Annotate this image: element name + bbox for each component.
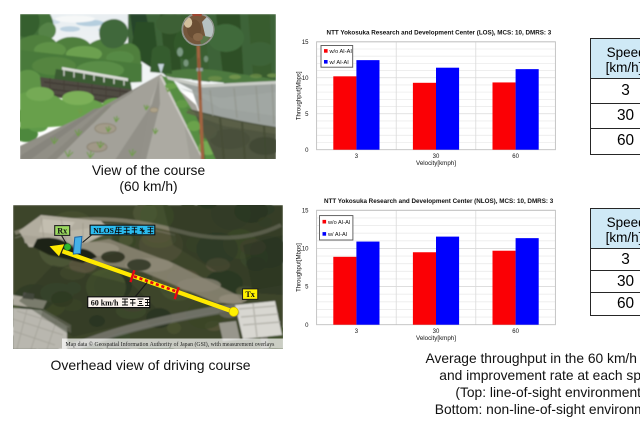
svg-text:3: 3 <box>355 329 359 335</box>
svg-text:60 km/h: 60 km/h <box>91 298 119 307</box>
svg-text:0: 0 <box>305 323 309 329</box>
svg-text:w/ AI-AI: w/ AI-AI <box>329 60 350 66</box>
svg-text:10: 10 <box>302 76 309 82</box>
svg-text:30: 30 <box>433 154 440 160</box>
svg-text:w/ AI-AI: w/ AI-AI <box>327 232 348 238</box>
svg-text:3: 3 <box>355 154 359 160</box>
svg-text:5: 5 <box>305 112 309 118</box>
svg-text:Rx: Rx <box>57 226 68 235</box>
svg-text:NLOS: NLOS <box>93 226 114 235</box>
svg-text:Throughput[Mbps]: Throughput[Mbps] <box>297 243 303 292</box>
svg-text:w/o AI-AI: w/o AI-AI <box>329 49 353 55</box>
svg-text:10: 10 <box>302 247 309 253</box>
svg-text:5: 5 <box>305 285 309 291</box>
svg-text:NTT Yokosuka Research and Deve: NTT Yokosuka Research and Development Ce… <box>324 198 554 205</box>
svg-text:60: 60 <box>512 329 519 335</box>
svg-text:Velocity[kmph]: Velocity[kmph] <box>416 335 456 342</box>
svg-text:Velocity[kmph]: Velocity[kmph] <box>416 160 456 167</box>
svg-text:Tx: Tx <box>245 290 255 299</box>
svg-text:NTT Yokosuka Research and Deve: NTT Yokosuka Research and Development Ce… <box>327 30 552 37</box>
svg-text:30: 30 <box>433 329 440 335</box>
svg-text:0: 0 <box>305 148 309 154</box>
svg-text:Throughput[Mbps]: Throughput[Mbps] <box>297 71 303 120</box>
svg-text:15: 15 <box>302 40 309 46</box>
svg-text:60: 60 <box>512 154 519 160</box>
svg-text:w/o AI-AI: w/o AI-AI <box>327 220 351 226</box>
svg-text:15: 15 <box>302 208 309 214</box>
svg-text:Map data © Geospatial Informat: Map data © Geospatial Information Author… <box>66 341 276 348</box>
